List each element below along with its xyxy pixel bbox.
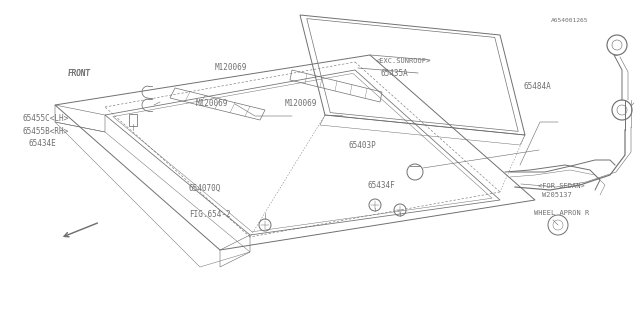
Text: A654001265: A654001265 (550, 18, 588, 23)
Bar (129, 114, 137, 126)
Text: 65434F: 65434F (368, 181, 396, 190)
Text: <FOR SEDAN>: <FOR SEDAN> (538, 183, 584, 188)
Text: FRONT: FRONT (67, 69, 90, 78)
Text: 65435A: 65435A (381, 69, 408, 78)
Text: M120069: M120069 (285, 100, 317, 108)
Text: <EXC.SUNROOF>: <EXC.SUNROOF> (376, 58, 431, 64)
Text: FIG.654-2: FIG.654-2 (189, 210, 230, 219)
Text: M120069: M120069 (195, 100, 228, 108)
Text: 65455C<LH>: 65455C<LH> (22, 114, 68, 123)
Text: FRONT: FRONT (67, 69, 90, 78)
Text: WHEEL APRON R: WHEEL APRON R (534, 210, 589, 216)
Text: M120069: M120069 (214, 63, 247, 72)
Text: 654070Q: 654070Q (189, 184, 221, 193)
Text: 65455B<RH>: 65455B<RH> (22, 127, 68, 136)
Text: 65484A: 65484A (524, 82, 551, 91)
Text: 65434E: 65434E (29, 140, 56, 148)
Text: W205137: W205137 (542, 192, 572, 198)
Text: 65403P: 65403P (349, 141, 376, 150)
